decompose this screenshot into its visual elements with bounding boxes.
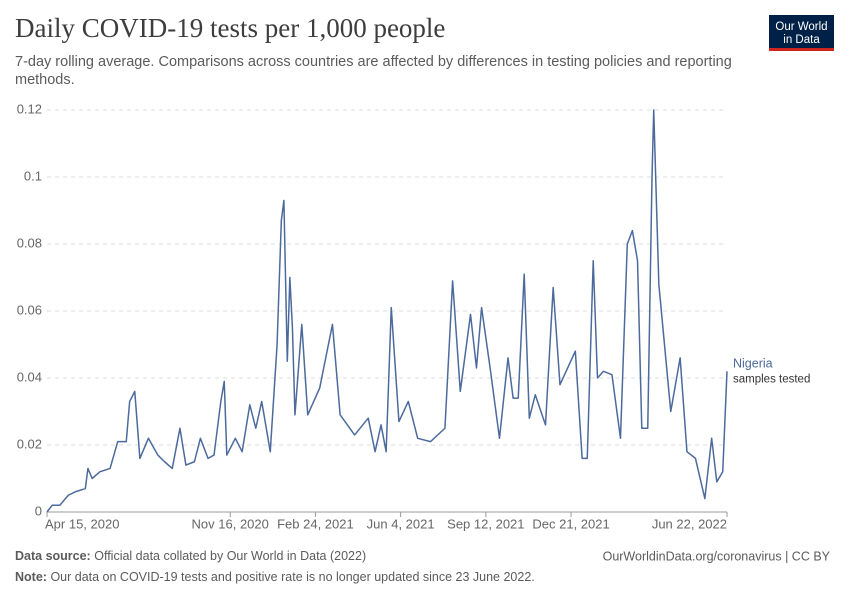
x-tick-label: Feb 24, 2021 xyxy=(277,516,354,531)
note: Note: Our data on COVID-19 tests and pos… xyxy=(15,570,535,584)
note-text: Our data on COVID-19 tests and positive … xyxy=(50,570,534,584)
y-tick-label: 0.12 xyxy=(17,101,42,116)
subtitle: methods. xyxy=(15,72,75,88)
y-tick-label: 0.04 xyxy=(17,369,42,384)
y-tick-label: 0 xyxy=(35,503,42,518)
source-label: Data source: xyxy=(15,549,91,563)
y-tick-label: 0.08 xyxy=(17,235,42,250)
logo-text: in Data xyxy=(783,34,820,46)
logo[interactable]: Our World in Data xyxy=(769,15,834,51)
x-tick-label: Jun 4, 2021 xyxy=(367,516,435,531)
chart-title: Daily COVID-19 tests per 1,000 people xyxy=(15,13,445,43)
x-tick-label: Jun 22, 2022 xyxy=(652,516,727,531)
logo-text: Our World xyxy=(775,21,827,33)
y-tick-label: 0.1 xyxy=(24,168,42,183)
note-label: Note: xyxy=(15,570,47,584)
x-tick-label: Nov 16, 2020 xyxy=(192,516,269,531)
subtitle: 7-day rolling average. Comparisons acros… xyxy=(15,54,732,70)
x-tick-label: Sep 12, 2021 xyxy=(447,516,524,531)
x-tick-label: Apr 15, 2020 xyxy=(45,516,119,531)
logo-bar xyxy=(769,48,834,51)
annotation: samples tested xyxy=(733,373,810,385)
source-link[interactable]: OurWorldinData.org/coronavirus | CC BY xyxy=(603,549,831,563)
logo-box xyxy=(769,15,834,50)
y-tick-label: 0.06 xyxy=(17,302,42,317)
x-tick-label: Dec 21, 2021 xyxy=(532,516,609,531)
series-line xyxy=(46,109,728,513)
legend-label: Nigeria xyxy=(733,357,773,371)
source: Data source: Official data collated by O… xyxy=(15,549,366,563)
plot: 0 0.02 0.04 0.06 0.08 0.1 0.12 Apr 15, 2020 Nov … xyxy=(17,101,811,531)
y-tick-label: 0.02 xyxy=(17,436,42,451)
source-text: Official data collated by Our World in D… xyxy=(94,549,366,563)
